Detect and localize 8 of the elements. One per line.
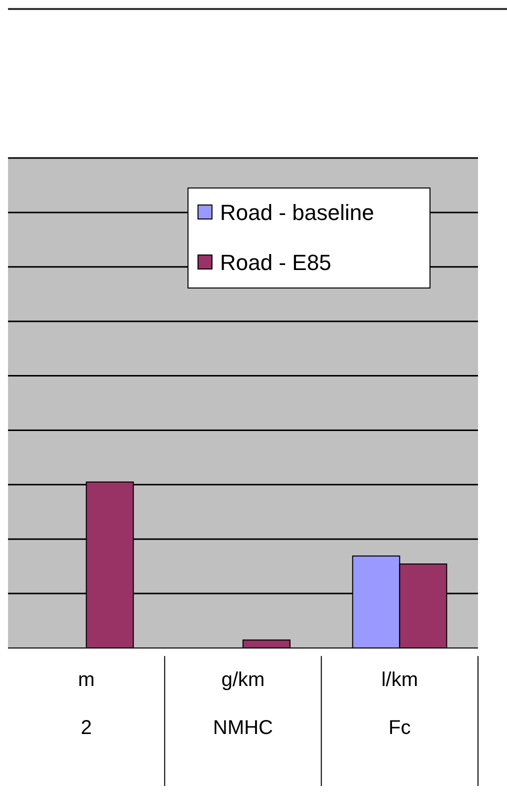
x-tick-label: NMHC [213,717,273,739]
legend-label: Road - baseline [220,200,374,225]
x-tick-label: 2 [80,717,92,739]
x-tick-label: Fc [388,717,411,739]
text: l/km [381,669,418,691]
text: m [78,669,95,691]
text: g/km [221,669,265,691]
legend-label: Road - E85 [220,250,332,275]
